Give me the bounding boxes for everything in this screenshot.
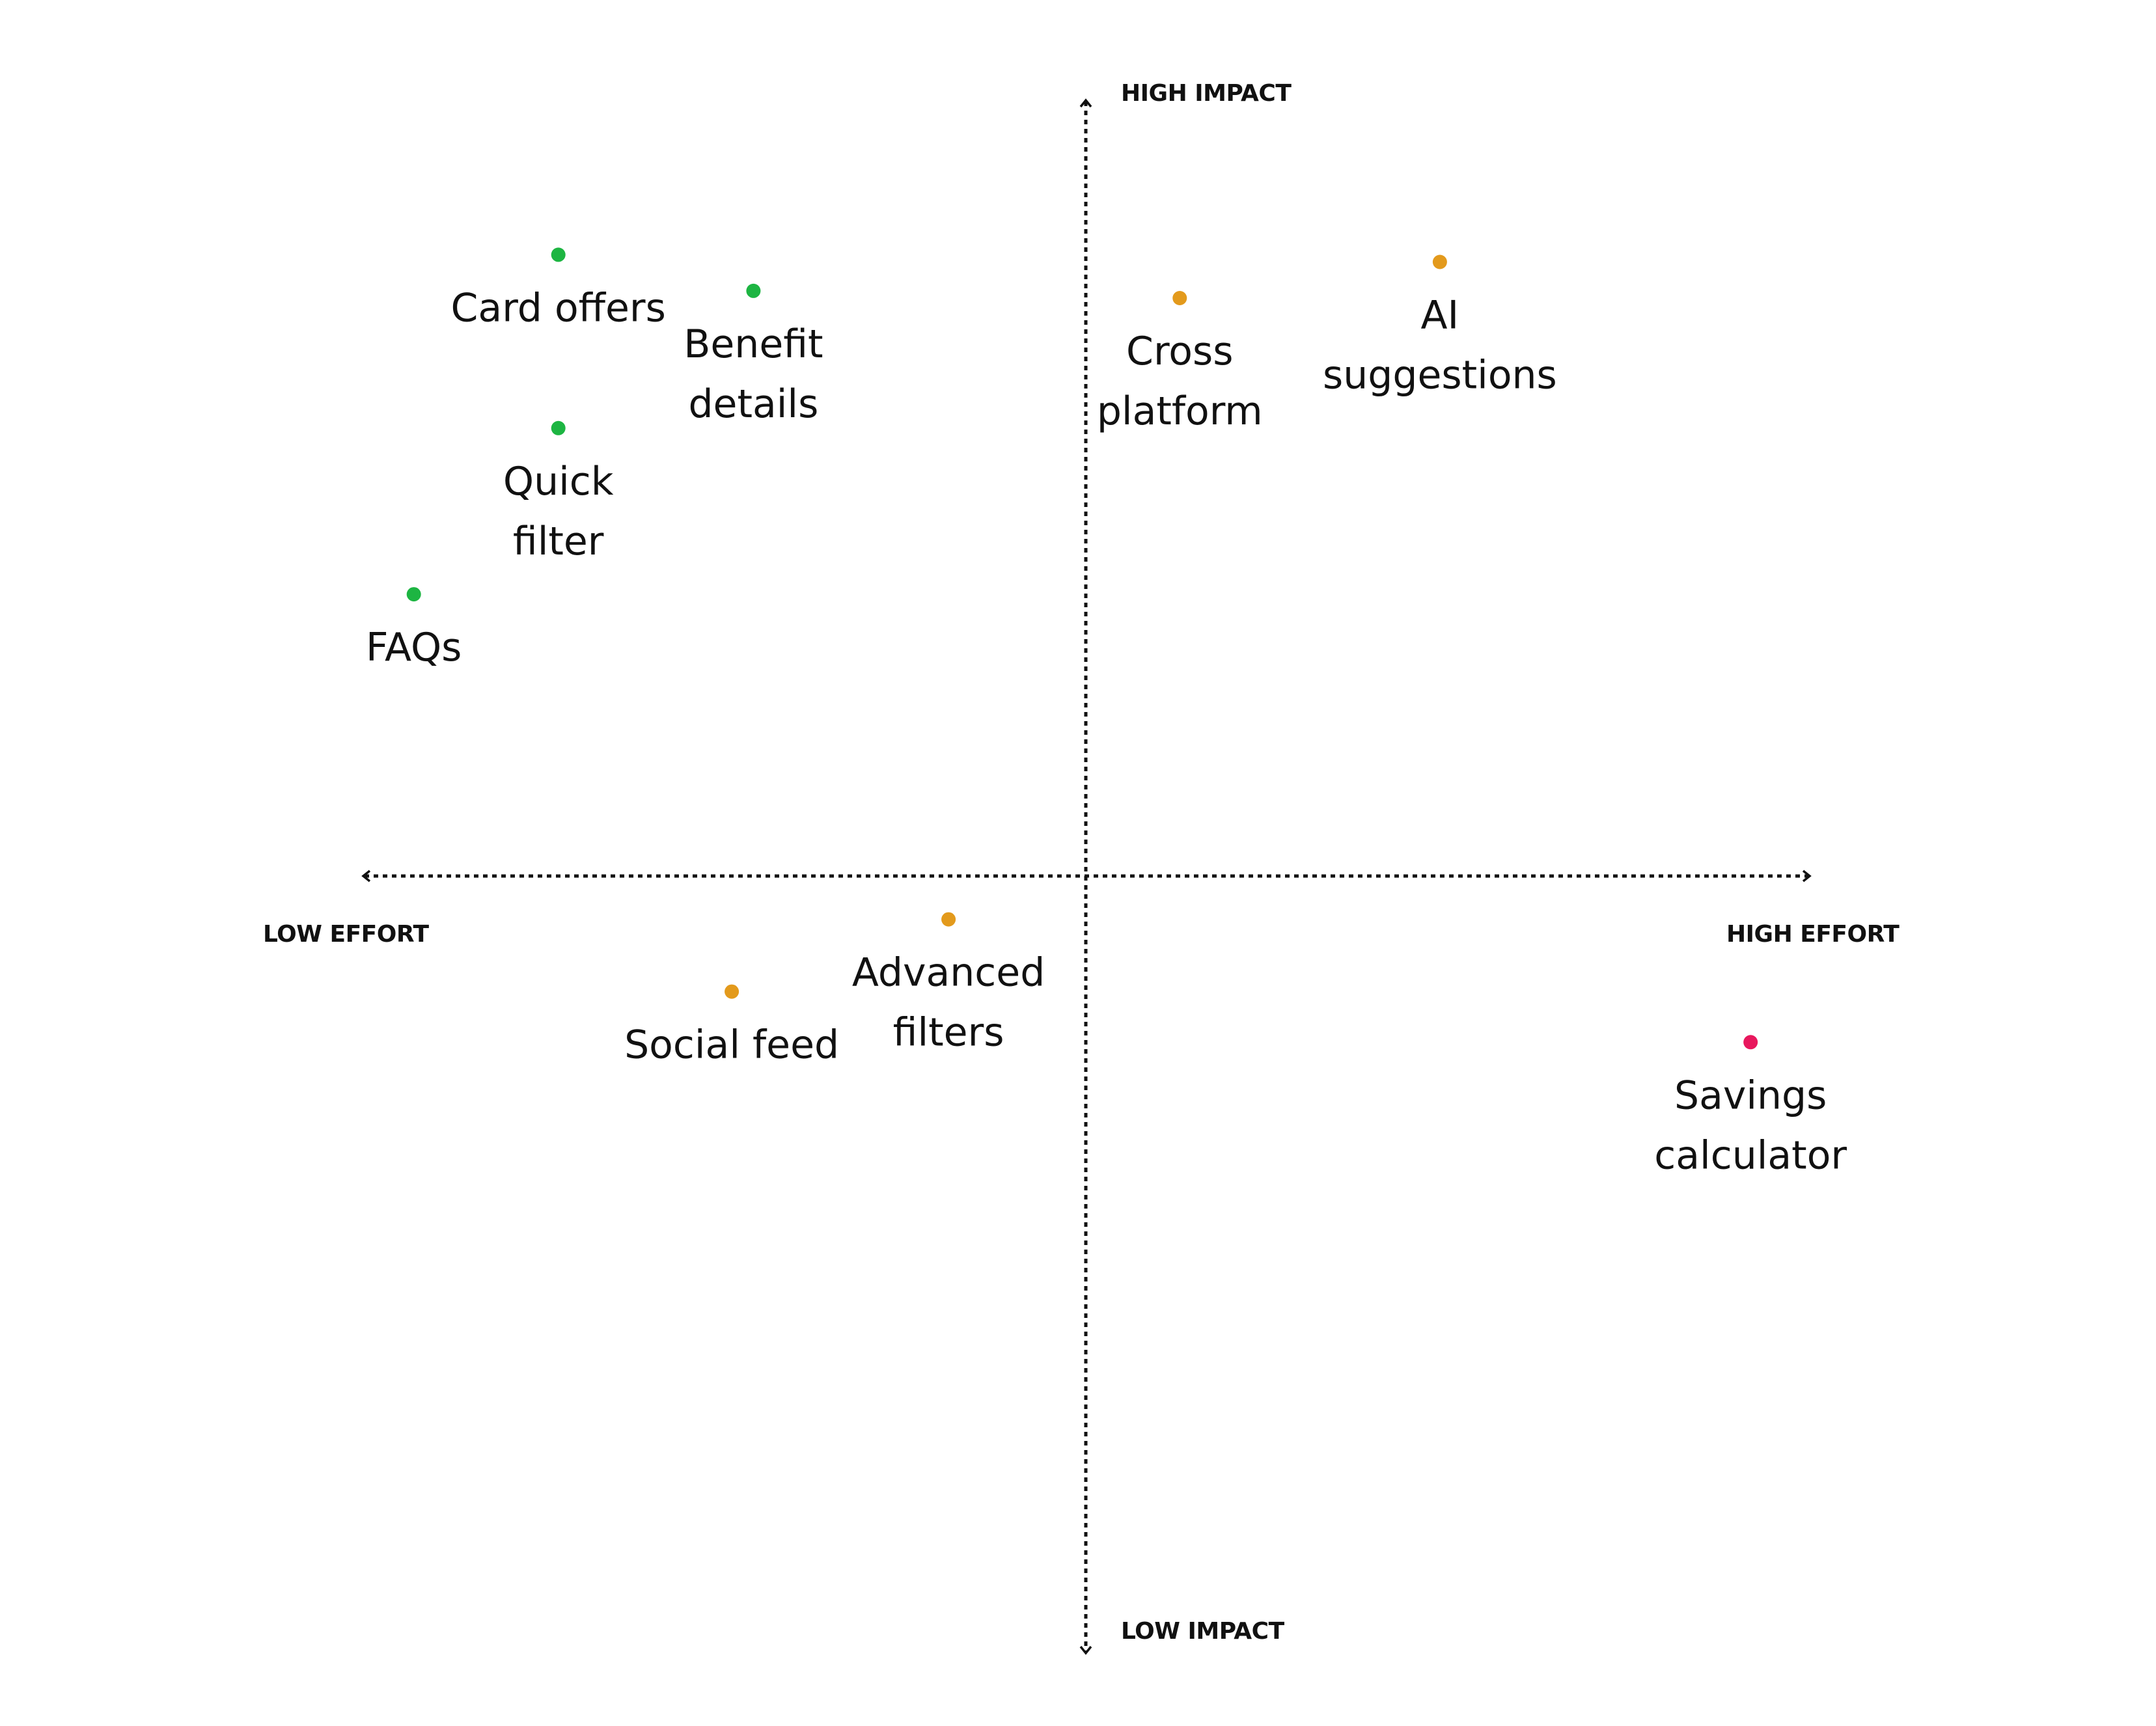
point-marker-card-offers	[551, 247, 566, 262]
point-card-offers: Card offers	[451, 247, 666, 331]
point-marker-benefit-details	[746, 283, 761, 298]
point-label-cross-platform: Cross platform	[1097, 329, 1263, 434]
point-label-benefit-details: Benefit details	[684, 322, 823, 427]
x-axis-high-label: HIGH EFFORT	[1726, 921, 1900, 948]
point-label-line: Savings	[1674, 1073, 1827, 1118]
point-label-line: AI	[1421, 293, 1459, 338]
point-faqs: FAQs	[366, 587, 462, 670]
point-label-line: suggestions	[1323, 353, 1557, 398]
point-label-card-offers: Card offers	[451, 285, 666, 331]
point-marker-ai-suggestions	[1432, 254, 1447, 269]
point-label-line: Card offers	[451, 285, 666, 331]
point-label-line: Benefit	[684, 322, 823, 367]
point-marker-quick-filter	[551, 420, 566, 435]
point-marker-social-feed	[725, 984, 739, 999]
point-label-line: Advanced	[852, 950, 1045, 996]
y-axis-low-label: LOW IMPACT	[1121, 1618, 1285, 1645]
point-quick-filter: Quick filter	[503, 420, 614, 564]
point-benefit-details: Benefit details	[684, 283, 823, 427]
point-label-savings-calculator: Savings calculator	[1654, 1073, 1847, 1178]
point-cross-platform: Cross platform	[1097, 291, 1263, 434]
point-marker-savings-calculator	[1743, 1035, 1758, 1050]
point-label-line: filters	[893, 1010, 1004, 1056]
point-label-advanced-filters: Advanced filters	[852, 950, 1045, 1056]
point-label-line: details	[688, 381, 818, 427]
points-layer: Card offers Benefit details Quick filter FAQs…	[366, 247, 1847, 1178]
y-axis-high-label: HIGH IMPACT	[1121, 80, 1292, 107]
point-social-feed: Social feed	[624, 984, 839, 1068]
point-label-line: calculator	[1654, 1132, 1847, 1178]
point-advanced-filters: Advanced filters	[852, 912, 1045, 1056]
point-label-ai-suggestions: AI suggestions	[1323, 293, 1557, 398]
point-label-faqs: FAQs	[366, 625, 462, 670]
point-marker-faqs	[406, 587, 421, 602]
point-ai-suggestions: AI suggestions	[1323, 254, 1557, 398]
point-label-line: Cross	[1126, 329, 1233, 374]
point-label-line: Social feed	[624, 1022, 839, 1068]
x-axis-low-label: LOW EFFORT	[263, 921, 429, 948]
point-label-line: FAQs	[366, 625, 462, 670]
point-savings-calculator: Savings calculator	[1654, 1035, 1847, 1178]
point-label-line: platform	[1097, 389, 1263, 434]
point-label-line: filter	[513, 519, 604, 564]
point-marker-advanced-filters	[941, 912, 956, 927]
point-marker-cross-platform	[1172, 291, 1187, 305]
point-label-social-feed: Social feed	[624, 1022, 839, 1068]
point-label-quick-filter: Quick filter	[503, 459, 614, 564]
point-label-line: Quick	[503, 459, 614, 504]
